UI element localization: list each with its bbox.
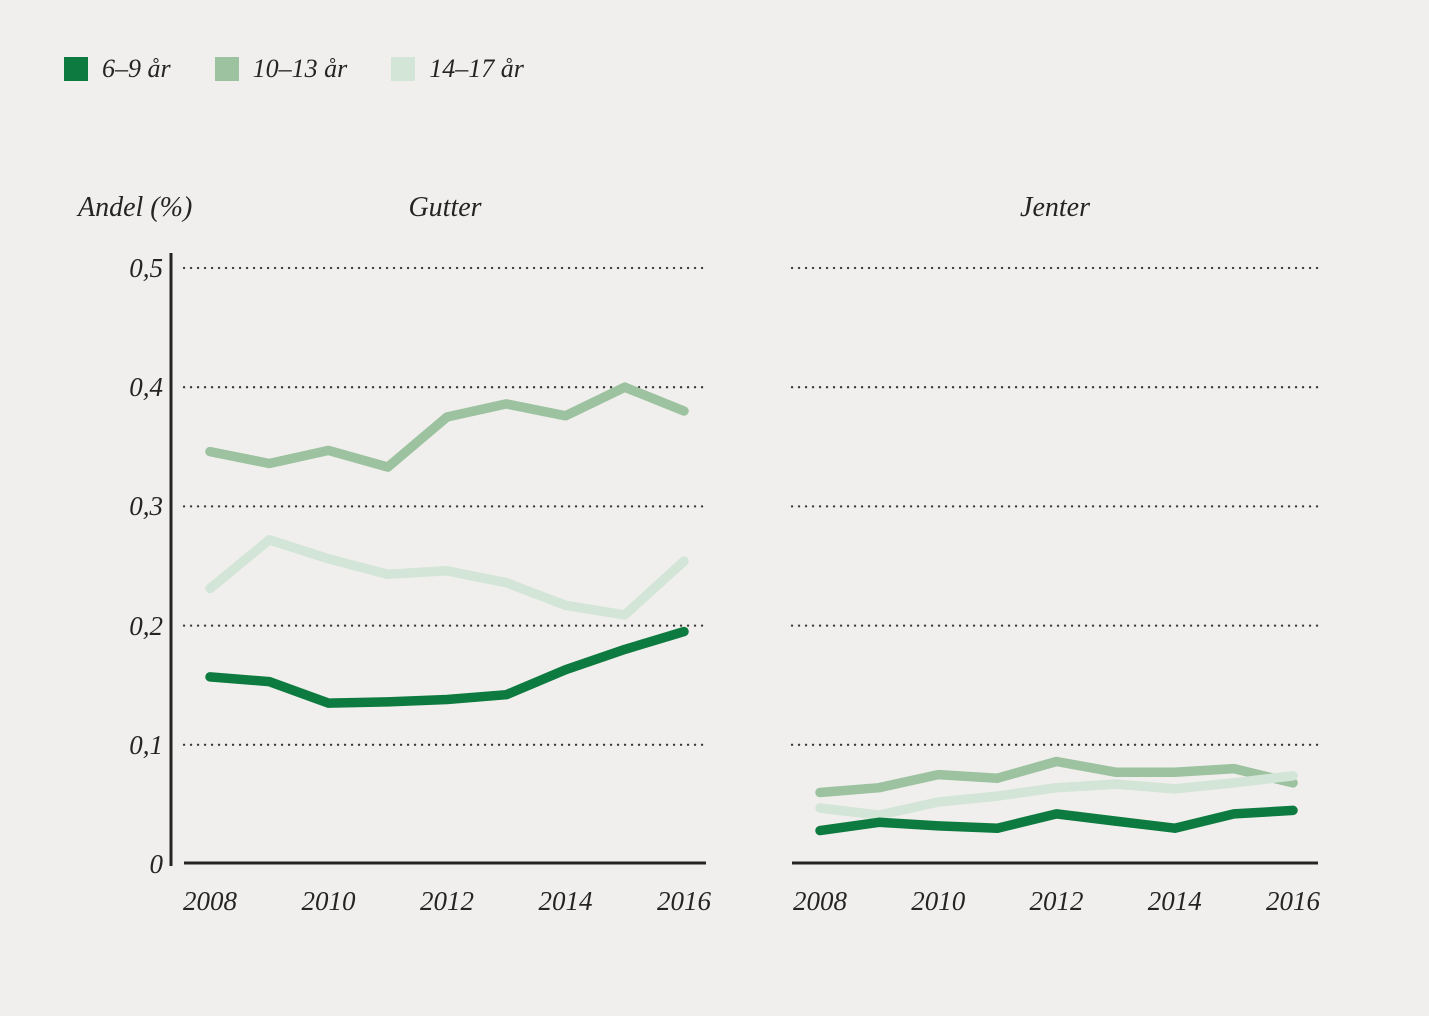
- legend-label-10-13: 10–13 år: [252, 54, 348, 83]
- jenter-line-14-17-ar: [815, 771, 1298, 820]
- legend-item-10-13: 10–13 år: [214, 54, 348, 83]
- x-tick-label: 2014: [1147, 886, 1202, 916]
- y-axis-title: Andel (%): [78, 192, 193, 223]
- legend-item-14-17: 14–17 år: [391, 56, 524, 82]
- gutter-line-14-17-ar: [205, 535, 689, 620]
- y-tick-label: 0,2: [129, 610, 163, 641]
- legend-swatch-6-9: [64, 57, 88, 81]
- x-tick-label: 2016: [657, 886, 711, 916]
- legend: 6–9 år 10–13 år 14–17 år: [64, 56, 524, 82]
- y-tick-label: 0,3: [129, 491, 163, 522]
- gutter-line-10-13-ar: [205, 382, 689, 472]
- y-tick-label: 0,5: [129, 253, 163, 283]
- legend-swatch-10-13: [214, 57, 239, 81]
- gutter-line-6-9-ar: [205, 626, 689, 708]
- x-tick-label: 2012: [420, 886, 474, 916]
- legend-swatch-14-17: [391, 57, 416, 81]
- legend-item-6-9: 6–9 år: [64, 56, 171, 82]
- panel-title-jenter: Jenter: [1020, 192, 1090, 223]
- x-tick-label: 2010: [911, 886, 966, 916]
- panel-title-gutter: Gutter: [408, 192, 482, 223]
- x-tick-label: 2012: [1029, 886, 1084, 916]
- jenter-line-6-9-ar: [815, 805, 1298, 836]
- legend-label-14-17: 14–17 år: [429, 54, 524, 83]
- x-tick-label: 2008: [183, 886, 237, 916]
- y-tick-label: 0,4: [129, 372, 163, 403]
- y-tick-label: 0: [149, 849, 164, 879]
- x-tick-label: 2016: [1266, 886, 1320, 916]
- jenter-line-10-13-ar: [815, 756, 1298, 798]
- legend-label-6-9: 6–9 år: [102, 54, 171, 83]
- x-tick-label: 2010: [301, 886, 356, 916]
- y-tick-label: 0,1: [129, 729, 163, 760]
- x-tick-label: 2014: [538, 886, 593, 916]
- x-tick-label: 2008: [793, 886, 847, 916]
